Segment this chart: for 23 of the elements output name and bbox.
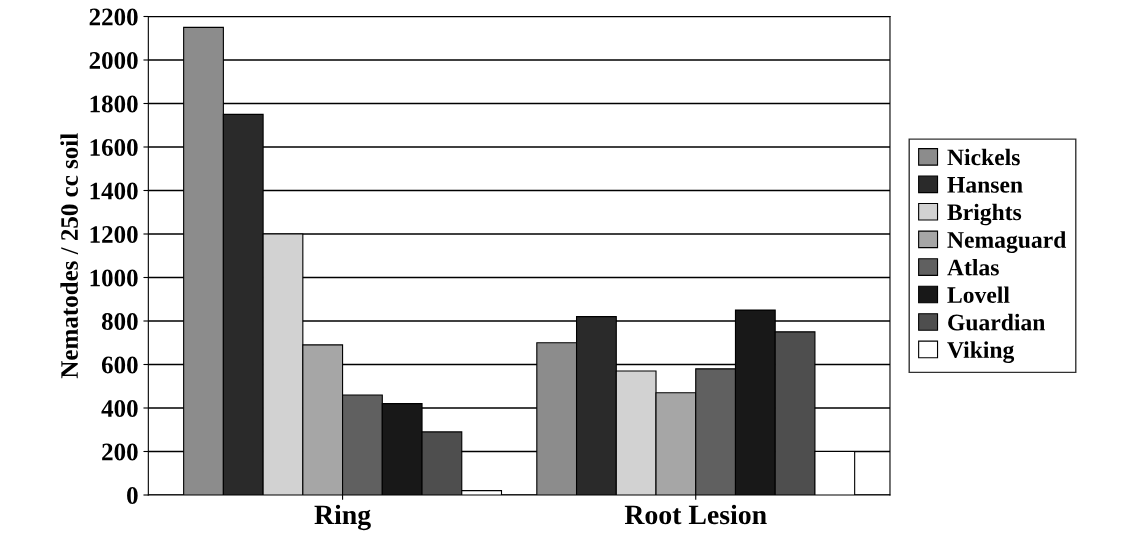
y-tick-label: 0 xyxy=(127,487,138,504)
y-tick-label: 1600 xyxy=(90,139,138,156)
legend-label: Guardian xyxy=(948,313,1046,331)
x-tick-label: Root Lesion xyxy=(624,504,767,525)
legend-label: Nickels xyxy=(947,148,1020,166)
y-tick-label: 1800 xyxy=(90,95,138,113)
legend-label: Hansen xyxy=(947,177,1023,193)
y-tick-label: 600 xyxy=(101,356,138,374)
legend-label: Atlas xyxy=(947,258,999,276)
y-tick-label: 400 xyxy=(101,400,138,417)
y-tick-label: 800 xyxy=(101,313,138,330)
y-tick-label: 2200 xyxy=(89,8,138,26)
x-tick-label: Ring xyxy=(314,504,371,531)
legend-label: Lovell xyxy=(947,286,1010,304)
y-tick-label: 1400 xyxy=(90,182,138,200)
y-tick-label: 1000 xyxy=(90,269,138,287)
legend-label: Brights xyxy=(947,203,1022,226)
legend-label: Viking xyxy=(947,341,1015,363)
y-tick-label: 200 xyxy=(102,443,138,461)
legend-label: Nemaguard xyxy=(947,231,1067,253)
y-axis-title: Nematodes / 250 cc soil xyxy=(60,133,78,379)
y-tick-label: 2000 xyxy=(89,52,138,69)
y-tick-label: 1200 xyxy=(90,226,138,243)
